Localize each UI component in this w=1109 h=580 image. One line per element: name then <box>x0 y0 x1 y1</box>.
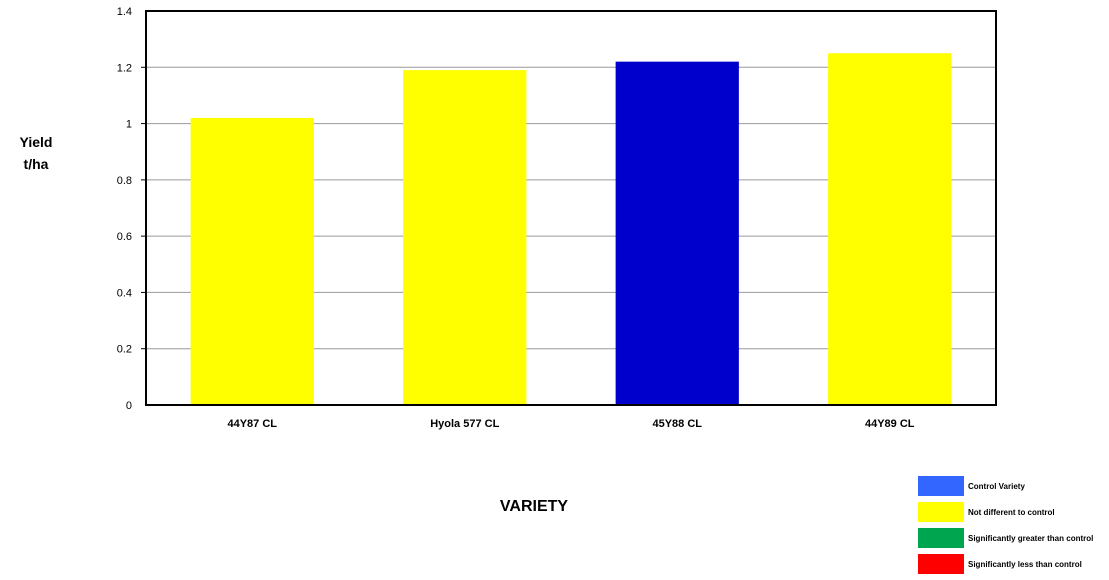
y-axis-label: Yield t/ha <box>6 131 66 175</box>
y-tick-label: 0.6 <box>117 231 132 243</box>
legend: Control Variety Not different to control… <box>918 476 1109 580</box>
y-axis-label-line-1: Yield <box>19 134 53 150</box>
bar <box>828 53 952 405</box>
legend-item-not-different: Not different to control <box>918 502 1109 522</box>
y-tick-label: 0.4 <box>117 287 132 299</box>
x-tick-label: 44Y87 CL <box>227 418 277 430</box>
legend-label-less: Significantly less than control <box>968 559 1082 569</box>
legend-swatch-not-different <box>918 502 964 522</box>
x-tick-label: 44Y89 CL <box>865 418 915 430</box>
legend-item-greater: Significantly greater than control <box>918 528 1109 548</box>
legend-swatch-control <box>918 476 964 496</box>
x-tick-label: Hyola 577 CL <box>430 418 499 430</box>
legend-label-not-different: Not different to control <box>968 507 1055 517</box>
legend-item-control: Control Variety <box>918 476 1109 496</box>
bar <box>190 117 314 405</box>
y-axis-label-line-2: t/ha <box>23 156 49 172</box>
legend-swatch-less <box>918 554 964 574</box>
y-tick-label: 1.4 <box>117 6 132 18</box>
plot-frame <box>145 10 997 406</box>
legend-swatch-greater <box>918 528 964 548</box>
legend-label-control: Control Variety <box>968 481 1025 491</box>
x-tick-label: 45Y88 CL <box>652 418 702 430</box>
y-tick-label: 0.8 <box>117 175 132 187</box>
x-axis-label: VARIETY <box>499 498 569 515</box>
bar <box>403 70 527 405</box>
y-tick-label: 1 <box>126 119 132 131</box>
y-tick-label: 1.2 <box>117 62 132 74</box>
legend-label-greater: Significantly greater than control <box>968 533 1094 543</box>
legend-item-less: Significantly less than control <box>918 554 1109 574</box>
y-tick-label: 0.2 <box>117 344 132 356</box>
y-tick-label: 0 <box>126 400 132 412</box>
bar-chart: 0 0.2 0.4 0.6 0.8 1 1.2 1.4 44Y87 CL Hyola 577 CL… <box>117 6 997 430</box>
bar <box>615 61 739 406</box>
